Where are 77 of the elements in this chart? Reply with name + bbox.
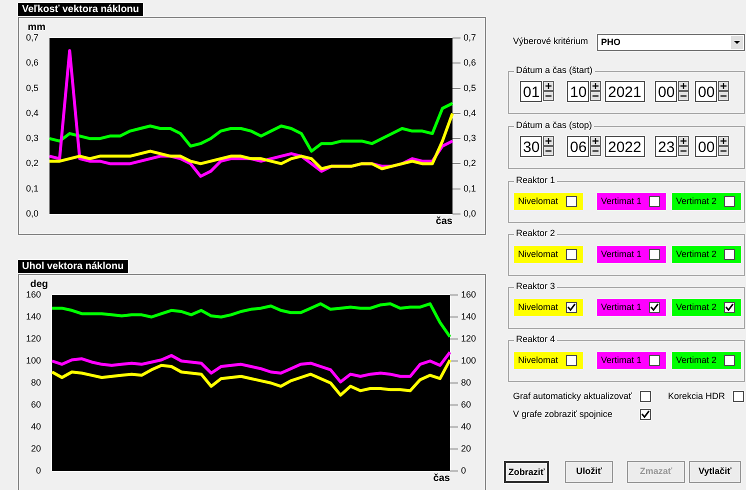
y2-tick-label: 100 — [460, 355, 476, 366]
y-tick-label: 0,1 — [26, 183, 39, 194]
y2-tick-label: 0,1 — [463, 183, 476, 194]
y-tick-label: 0,6 — [26, 58, 39, 68]
y-tick-label: 100 — [26, 355, 42, 366]
text: Nivelomat — [518, 302, 558, 312]
y2-tick-label: 60 — [460, 399, 471, 410]
y2-tick-label: 0,5 — [463, 82, 476, 93]
text: Nivelomat — [518, 249, 558, 259]
text: Vytlačiť — [698, 466, 732, 476]
text: PHO — [601, 37, 621, 47]
text: 30 — [523, 139, 540, 156]
y-axis-title: mm — [28, 22, 46, 33]
text: Nivelomat — [518, 355, 558, 365]
text: Vertimat 2 — [676, 196, 717, 206]
text: Zmazať — [638, 466, 674, 476]
text: Vertimat 1 — [601, 355, 642, 365]
y2-tick-label: 160 — [460, 289, 476, 300]
y2-tick-label: 0,0 — [463, 208, 476, 218]
y-tick-label: 80 — [31, 377, 42, 388]
text: Zobraziť — [507, 467, 546, 477]
text: Korekcia HDR — [668, 391, 726, 401]
text: Uložiť — [575, 466, 603, 476]
y-tick-label: 0,2 — [26, 158, 39, 168]
y2-tick-label: 0,4 — [463, 108, 476, 118]
y-tick-label: 40 — [31, 421, 42, 432]
chart-title: Uhol vektora náklonu — [18, 260, 128, 273]
text: 00 — [698, 84, 715, 101]
y-tick-label: 0,3 — [26, 133, 39, 144]
text: Reaktor 4 — [514, 334, 558, 344]
y2-tick-label: 0,7 — [463, 32, 476, 42]
y2-tick-label: 0,3 — [463, 133, 476, 144]
text: Vertimat 1 — [601, 196, 642, 206]
y-tick-label: 60 — [31, 399, 42, 410]
y-tick-label: 0,0 — [26, 208, 39, 218]
text: Reaktor 2 — [514, 228, 558, 238]
text: 10 — [570, 84, 587, 101]
y2-tick-label: 140 — [460, 311, 476, 322]
x-axis-title: čas — [436, 216, 453, 227]
y-tick-label: 0,7 — [26, 32, 39, 42]
text: 01 — [523, 84, 540, 101]
text: Reaktor 3 — [514, 281, 558, 291]
text: Dátum a čas (štart) — [514, 65, 595, 75]
text: Vertimat 1 — [601, 249, 642, 259]
text: Graf automaticky aktualizovať — [513, 391, 632, 401]
text: 23 — [658, 139, 675, 156]
y2-tick-label: 0,2 — [463, 158, 476, 168]
y2-tick-label: 20 — [460, 443, 471, 454]
text: Vertimat 1 — [601, 302, 642, 312]
text: 00 — [658, 84, 675, 101]
y2-tick-label: 40 — [460, 421, 471, 432]
y-tick-label: 0,5 — [26, 82, 39, 93]
y-tick-label: 0 — [36, 465, 42, 476]
y2-tick-label: 80 — [460, 377, 471, 388]
x-axis-title: čas — [433, 472, 450, 484]
text: 06 — [570, 139, 587, 156]
y-tick-label: 0,4 — [26, 108, 39, 118]
y-tick-label: 160 — [26, 289, 42, 300]
y-tick-label: 20 — [31, 443, 42, 454]
text: V grafe zobraziť spojnice — [513, 409, 612, 419]
text: Reaktor 1 — [514, 175, 558, 185]
text: Výberové kritérium — [513, 36, 588, 46]
text: Vertimat 2 — [676, 302, 717, 312]
text: 2022 — [608, 139, 642, 156]
y-axis-title: deg — [30, 278, 48, 290]
text: Nivelomat — [518, 196, 558, 206]
text: Vertimat 2 — [676, 355, 717, 365]
text: Vertimat 2 — [676, 249, 717, 259]
y2-tick-label: 0,6 — [463, 58, 476, 68]
text: 00 — [698, 139, 715, 156]
y-tick-label: 140 — [26, 311, 42, 322]
text: 2021 — [608, 84, 642, 101]
y-tick-label: 120 — [26, 333, 42, 344]
text: Dátum a čas (stop) — [514, 120, 594, 130]
y2-tick-label: 120 — [460, 333, 476, 344]
y2-tick-label: 0 — [460, 465, 466, 476]
chart-title: Veľkosť vektora náklonu — [18, 3, 144, 16]
